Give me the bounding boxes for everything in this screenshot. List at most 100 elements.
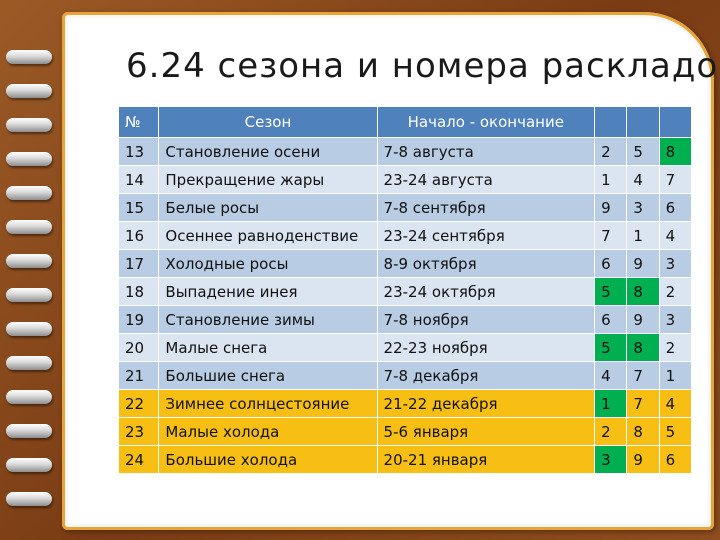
row-dates: 7-8 декабря [376, 361, 596, 390]
row-value-b: 8 [626, 277, 660, 306]
seasons-table: № Сезон Начало - окончание 13 Становление… [117, 106, 693, 474]
table-row: 14 Прекращение жары 23-24 августа 1 4 7 [117, 165, 693, 194]
notebook-ring-icon [6, 424, 52, 438]
notebook-ring-icon [6, 220, 52, 234]
row-dates: 23-24 августа [376, 165, 596, 194]
row-value-c: 6 [658, 445, 693, 474]
row-number: 24 [117, 445, 160, 474]
row-value-c: 3 [658, 249, 693, 278]
notebook-ring-icon [6, 458, 52, 472]
row-number: 22 [117, 389, 160, 418]
row-number: 15 [117, 193, 160, 222]
row-value-b: 5 [626, 137, 660, 166]
notebook-ring-icon [6, 254, 52, 268]
row-number: 14 [117, 165, 160, 194]
row-dates: 23-24 октября [376, 277, 596, 306]
row-value-b: 1 [626, 221, 660, 250]
row-value-a: 6 [594, 305, 628, 334]
row-season: Выпадение инея [158, 277, 378, 306]
row-value-b: 9 [626, 249, 660, 278]
row-season: Белые росы [158, 193, 378, 222]
header-a [594, 106, 628, 138]
row-number: 23 [117, 417, 160, 446]
row-value-b: 7 [626, 389, 660, 418]
row-season: Большие холода [158, 445, 378, 474]
notebook-ring-icon [6, 50, 52, 64]
table-row: 22 Зимнее солнцестояние 21-22 декабря 1 7 4 [117, 389, 693, 418]
row-value-c: 3 [658, 305, 693, 334]
row-value-a: 3 [594, 445, 628, 474]
row-number: 18 [117, 277, 160, 306]
notebook-ring-icon [6, 356, 52, 370]
row-value-b: 7 [626, 361, 660, 390]
table-row: 23 Малые холода 5-6 января 2 8 5 [117, 417, 693, 446]
notebook-ring-icon [6, 390, 52, 404]
row-value-c: 4 [658, 389, 693, 418]
row-value-a: 5 [594, 277, 628, 306]
row-dates: 5-6 января [376, 417, 596, 446]
header-season: Сезон [158, 106, 378, 138]
row-value-c: 6 [658, 193, 693, 222]
row-value-a: 7 [594, 221, 628, 250]
row-number: 13 [117, 137, 160, 166]
row-season: Становление осени [158, 137, 378, 166]
row-season: Большие снега [158, 361, 378, 390]
row-season: Малые снега [158, 333, 378, 362]
row-dates: 7-8 ноября [376, 305, 596, 334]
row-value-c: 7 [658, 165, 693, 194]
row-number: 17 [117, 249, 160, 278]
row-value-c: 5 [658, 417, 693, 446]
row-value-c: 4 [658, 221, 693, 250]
table-row: 15 Белые росы 7-8 сентября 9 3 6 [117, 193, 693, 222]
row-season: Малые холода [158, 417, 378, 446]
row-value-b: 4 [626, 165, 660, 194]
notebook-ring-icon [6, 152, 52, 166]
row-value-a: 6 [594, 249, 628, 278]
row-value-b: 8 [626, 333, 660, 362]
row-value-b: 8 [626, 417, 660, 446]
row-value-b: 9 [626, 305, 660, 334]
row-value-a: 1 [594, 389, 628, 418]
row-season: Осеннее равноденствие [158, 221, 378, 250]
row-value-a: 5 [594, 333, 628, 362]
table-row: 16 Осеннее равноденствие 23-24 сентября 7 1 4 [117, 221, 693, 250]
notebook-ring-icon [6, 118, 52, 132]
notebook-ring-icon [6, 288, 52, 302]
table-header-row: № Сезон Начало - окончание [117, 106, 693, 138]
row-value-a: 1 [594, 165, 628, 194]
notebook-ring-icon [6, 322, 52, 336]
header-c [658, 106, 693, 138]
slide-title: 6.24 сезона и номера раскладов [126, 46, 720, 86]
table-row: 24 Большие холода 20-21 января 3 9 6 [117, 445, 693, 474]
table-row: 21 Большие снега 7-8 декабря 4 7 1 [117, 361, 693, 390]
row-value-c: 1 [658, 361, 693, 390]
row-value-a: 9 [594, 193, 628, 222]
table-row: 20 Малые снега 22-23 ноября 5 8 2 [117, 333, 693, 362]
row-dates: 22-23 ноября [376, 333, 596, 362]
row-season: Зимнее солнцестояние [158, 389, 378, 418]
row-season: Прекращение жары [158, 165, 378, 194]
row-number: 19 [117, 305, 160, 334]
row-value-c: 2 [658, 333, 693, 362]
row-number: 21 [117, 361, 160, 390]
row-value-a: 2 [594, 417, 628, 446]
row-number: 20 [117, 333, 160, 362]
notebook-rings [0, 0, 60, 540]
header-number: № [117, 106, 160, 138]
row-dates: 8-9 октября [376, 249, 596, 278]
notebook-ring-icon [6, 84, 52, 98]
row-dates: 23-24 сентября [376, 221, 596, 250]
row-season: Становление зимы [158, 305, 378, 334]
row-value-a: 2 [594, 137, 628, 166]
header-dates: Начало - окончание [376, 106, 596, 138]
table-row: 18 Выпадение инея 23-24 октября 5 8 2 [117, 277, 693, 306]
row-dates: 7-8 сентября [376, 193, 596, 222]
table-row: 19 Становление зимы 7-8 ноября 6 9 3 [117, 305, 693, 334]
row-dates: 7-8 августа [376, 137, 596, 166]
table-row: 17 Холодные росы 8-9 октября 6 9 3 [117, 249, 693, 278]
row-value-a: 4 [594, 361, 628, 390]
row-value-b: 9 [626, 445, 660, 474]
row-value-c: 2 [658, 277, 693, 306]
header-b [626, 106, 660, 138]
notebook-ring-icon [6, 186, 52, 200]
